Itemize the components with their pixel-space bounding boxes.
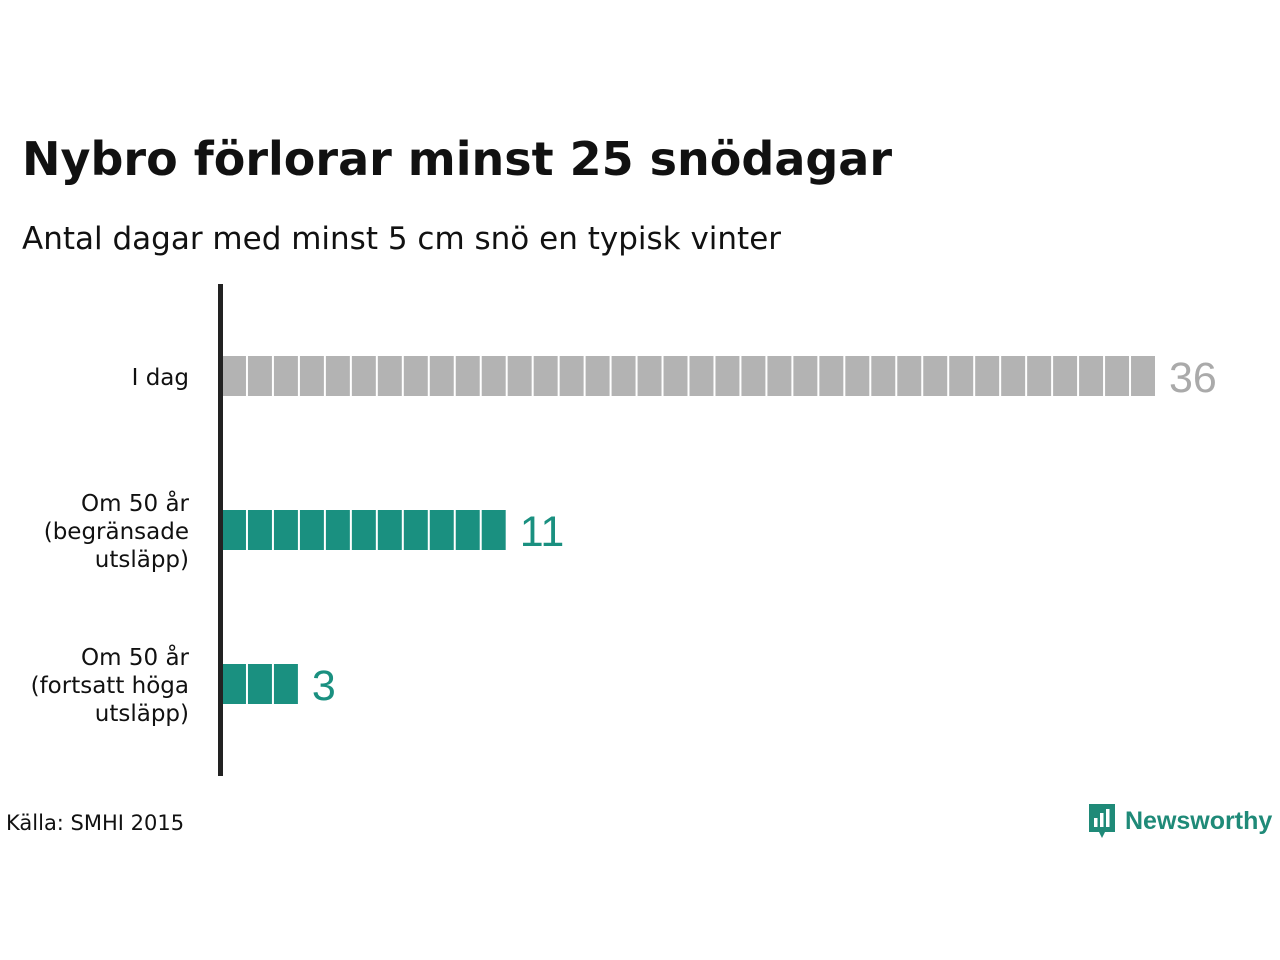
bar-block [247,510,272,550]
bar-block [1079,356,1104,396]
chart-title: Nybro förlorar minst 25 snödagar [22,132,893,186]
bar-block [325,356,350,396]
bar-block [222,664,246,704]
bar-block [741,356,766,396]
bar-block [611,356,636,396]
bar-block [455,356,480,396]
chart-subtitle: Antal dagar med minst 5 cm snö en typisk… [22,221,782,257]
bar-block [1053,356,1078,396]
bar-block [325,510,350,550]
bar-block [871,356,896,396]
bar-block [273,510,298,550]
bar-block [897,356,922,396]
bar-block [403,510,428,550]
bar-block [1027,356,1052,396]
bar-block [689,356,714,396]
bar-block [351,510,376,550]
bar-block [949,356,974,396]
bar-block [845,356,870,396]
bar-block [507,356,532,396]
bar-block [299,356,324,396]
bar-block [663,356,688,396]
category-label: (begränsade [44,519,189,545]
y-axis-line [218,284,223,776]
bar-block [429,356,454,396]
bar-block [273,664,298,704]
category-label: utsläpp) [95,547,189,573]
bar-block [1131,356,1155,396]
bar-block [1105,356,1130,396]
bar-block [299,510,324,550]
category-label: I dag [132,365,189,391]
bar-block [429,510,454,550]
bar-block [819,356,844,396]
bar-block [403,356,428,396]
value-label: 11 [520,508,565,556]
bar-block [585,356,610,396]
bar-block [715,356,740,396]
bar-block [481,356,506,396]
newsworthy-logo: Newsworthy [1087,802,1272,840]
newsworthy-logo-icon [1089,804,1115,838]
category-label: utsläpp) [95,701,189,727]
bar-block [975,356,1000,396]
category-label: Om 50 år [81,643,189,671]
bar-block [377,510,402,550]
bar-block [247,356,272,396]
bar-block [767,356,792,396]
bar-block [533,356,558,396]
bar-block [351,356,376,396]
bar-block [222,510,246,550]
bar-block [377,356,402,396]
bar-block [793,356,818,396]
bar-block [222,356,246,396]
bar-block [1001,356,1026,396]
source-note: Källa: SMHI 2015 [6,811,185,835]
bar-block [273,356,298,396]
bar-block [481,510,506,550]
newsworthy-logo-text: Newsworthy [1125,806,1273,835]
bar-block [247,664,272,704]
category-label: Om 50 år [81,489,189,517]
category-label: (fortsatt höga [31,673,189,699]
value-label: 36 [1169,354,1217,402]
value-label: 3 [312,662,336,710]
bar-block [923,356,948,396]
bar-block [637,356,662,396]
bar-block [559,356,584,396]
bar-block [455,510,480,550]
